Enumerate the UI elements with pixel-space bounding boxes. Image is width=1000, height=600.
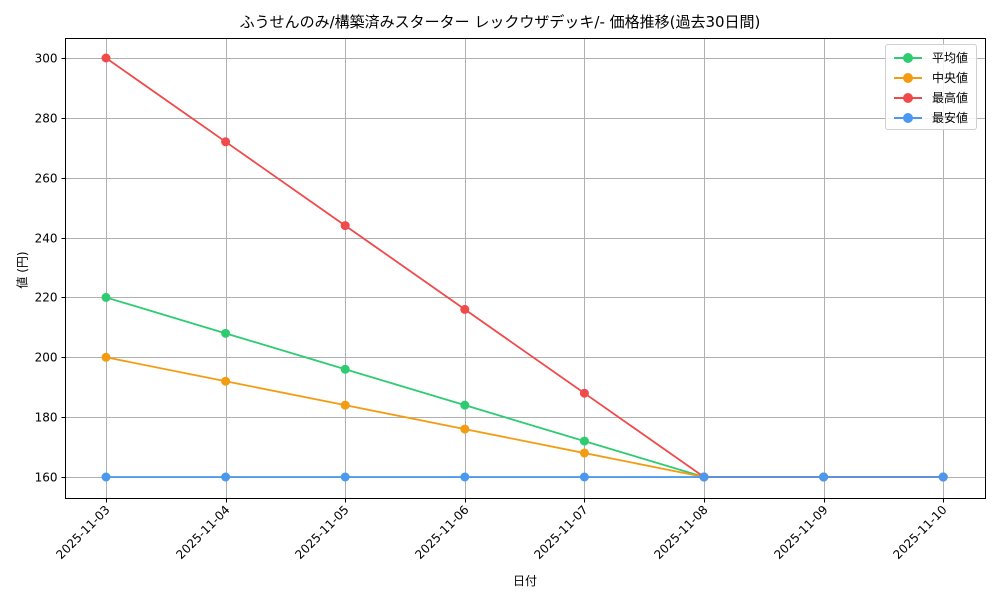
chart-title: ふうせんのみ/構築済みスターター レックウザデッキ/- 価格推移(過去30日間) <box>239 13 761 31</box>
series-平均値 <box>101 292 948 482</box>
legend-label: 最安値 <box>932 111 969 125</box>
data-point-marker <box>579 388 589 398</box>
x-tick-label: 2025-11-06 <box>412 503 471 562</box>
legend-label: 中央値 <box>932 71 969 85</box>
y-tick-label: 160 <box>35 471 58 485</box>
data-point-marker <box>221 328 231 338</box>
x-tick-label: 2025-11-03 <box>53 503 112 562</box>
y-tick-label: 240 <box>35 232 58 246</box>
y-axis-label: 値 (円) <box>15 251 30 289</box>
legend-label: 最高値 <box>932 91 969 105</box>
series-line <box>105 296 944 478</box>
data-point-marker <box>101 472 111 482</box>
x-tick-label: 2025-11-10 <box>890 503 949 562</box>
data-point-marker <box>460 304 470 314</box>
series-最安値 <box>101 472 948 482</box>
legend-marker-icon <box>903 93 913 103</box>
axis-ticks: 2025-11-03 2025-11-04 2025-11-05 2025-11-06… <box>35 52 950 562</box>
x-tick-label: 2025-11-04 <box>173 503 232 562</box>
x-axis-label: 日付 <box>512 574 538 588</box>
data-point-marker <box>221 376 231 386</box>
legend-marker-icon <box>903 53 913 63</box>
legend-item-min: 最安値 <box>886 108 976 128</box>
data-point-marker <box>579 472 589 482</box>
legend-label: 平均値 <box>932 51 969 65</box>
data-point-marker <box>579 448 589 458</box>
y-tick-label: 300 <box>35 52 58 66</box>
x-tick-label: 2025-11-07 <box>531 503 590 562</box>
data-point-marker <box>340 472 350 482</box>
data-point-marker <box>221 472 231 482</box>
data-point-marker <box>699 472 709 482</box>
y-tick-label: 180 <box>35 411 58 425</box>
data-point-marker <box>340 400 350 410</box>
y-tick-label: 280 <box>35 112 58 126</box>
data-point-marker <box>460 424 470 434</box>
data-point-marker <box>101 352 111 362</box>
series-line <box>105 57 944 478</box>
data-point-marker <box>340 364 350 374</box>
legend: 平均値 中央値 最高値 最安値 <box>885 44 977 130</box>
data-point-marker <box>579 436 589 446</box>
x-tick-label: 2025-11-09 <box>771 503 830 562</box>
grid-lines <box>65 38 986 499</box>
y-tick-label: 220 <box>35 291 58 305</box>
data-point-marker <box>460 472 470 482</box>
legend-item-average: 平均値 <box>886 48 976 68</box>
data-series <box>101 53 948 482</box>
data-point-marker <box>221 137 231 147</box>
data-point-marker <box>819 472 829 482</box>
x-tick-label: 2025-11-05 <box>292 503 351 562</box>
data-point-marker <box>460 400 470 410</box>
plot-frame <box>65 38 986 499</box>
data-point-marker <box>101 53 111 63</box>
data-point-marker <box>340 221 350 231</box>
legend-marker-icon <box>903 113 913 123</box>
y-tick-label: 200 <box>35 351 58 365</box>
legend-item-median: 中央値 <box>886 68 976 88</box>
x-tick-label: 2025-11-08 <box>651 503 710 562</box>
data-point-marker <box>101 292 111 302</box>
data-point-marker <box>938 472 948 482</box>
legend-item-max: 最高値 <box>886 88 976 108</box>
y-tick-label: 260 <box>35 172 58 186</box>
legend-marker-icon <box>903 73 913 83</box>
